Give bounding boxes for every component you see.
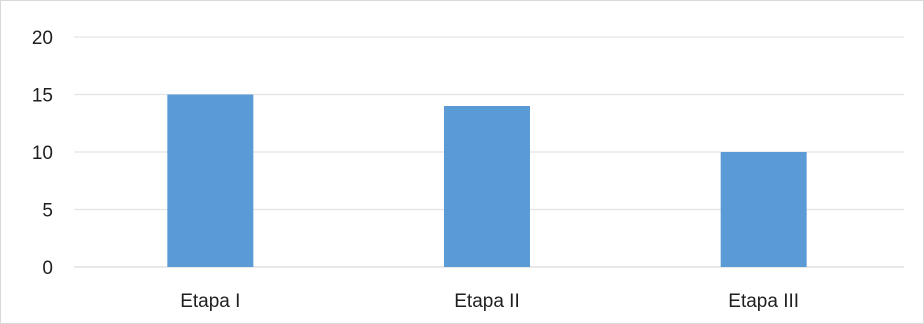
x-tick-label-2: Etapa II [454,291,520,312]
y-tick-label-0: 0 [42,258,53,279]
bars [167,94,807,267]
x-tick-label-1: Etapa I [180,291,240,312]
y-tick-label-10: 10 [32,143,53,164]
y-tick-label-15: 15 [32,86,53,107]
x-axis-tick-labels: Etapa I Etapa II Etapa III [180,291,799,312]
bar-3 [720,152,807,267]
bar-1 [167,94,254,267]
bar-2 [444,106,530,267]
x-tick-label-3: Etapa III [728,291,799,312]
y-axis-tick-labels: 0 5 10 15 20 [32,28,53,279]
y-tick-label-5: 5 [42,201,53,222]
y-tick-label-20: 20 [32,28,53,49]
